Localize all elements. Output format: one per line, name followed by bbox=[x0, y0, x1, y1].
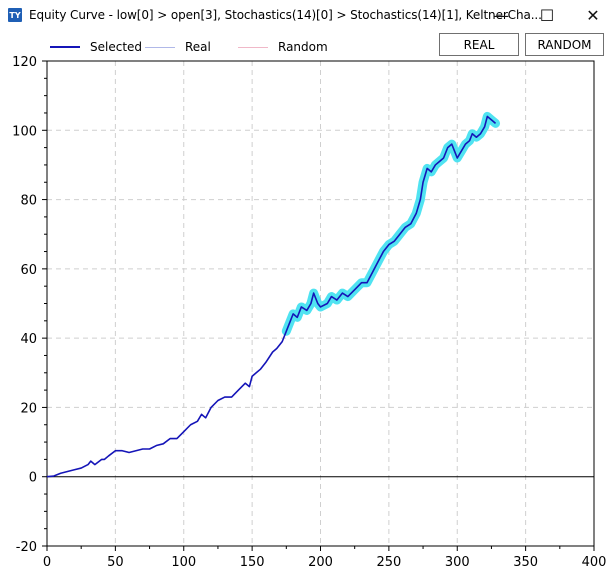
y-tick-label: 120 bbox=[12, 55, 37, 70]
legend-selected: Selected bbox=[50, 40, 142, 54]
app-icon: TY bbox=[8, 8, 22, 22]
real-button[interactable]: REAL bbox=[439, 33, 519, 56]
legend-random: Random bbox=[238, 40, 328, 54]
selected-highlight-band bbox=[281, 111, 501, 336]
legend-random-swatch bbox=[238, 46, 268, 48]
y-tick-label: 60 bbox=[20, 263, 37, 278]
random-button[interactable]: RANDOM bbox=[525, 33, 604, 56]
maximize-icon[interactable]: ☐ bbox=[539, 6, 555, 25]
x-tick-label: 250 bbox=[376, 555, 401, 570]
x-tick-label: 50 bbox=[107, 555, 124, 570]
y-tick-label: 100 bbox=[12, 124, 37, 139]
legend-real-swatch bbox=[145, 46, 175, 48]
legend-selected-swatch bbox=[50, 46, 80, 48]
title-bar: TY Equity Curve - low[0] > open[3], Stoc… bbox=[0, 0, 616, 31]
y-tick-label: 0 bbox=[29, 471, 37, 486]
x-tick-label: 100 bbox=[171, 555, 196, 570]
x-tick-label: 350 bbox=[513, 555, 538, 570]
x-tick-label: 0 bbox=[43, 555, 51, 570]
x-tick-label: 200 bbox=[308, 555, 333, 570]
window-title: Equity Curve - low[0] > open[3], Stochas… bbox=[29, 8, 542, 22]
x-tick-label: 300 bbox=[445, 555, 470, 570]
legend-real: Real bbox=[145, 40, 211, 54]
legend-random-label: Random bbox=[278, 40, 328, 54]
y-tick-label: -20 bbox=[16, 540, 37, 555]
y-tick-label: 80 bbox=[20, 194, 37, 209]
close-icon[interactable]: ✕ bbox=[586, 6, 600, 25]
legend-selected-label: Selected bbox=[90, 40, 143, 54]
legend-real-label: Real bbox=[185, 40, 211, 54]
x-tick-label: 400 bbox=[582, 555, 607, 570]
x-tick-label: 150 bbox=[240, 555, 265, 570]
y-tick-label: 20 bbox=[20, 401, 37, 416]
minimize-icon[interactable]: — bbox=[493, 6, 509, 25]
y-tick-label: 40 bbox=[20, 332, 37, 347]
selected-equity-line bbox=[46, 115, 497, 478]
